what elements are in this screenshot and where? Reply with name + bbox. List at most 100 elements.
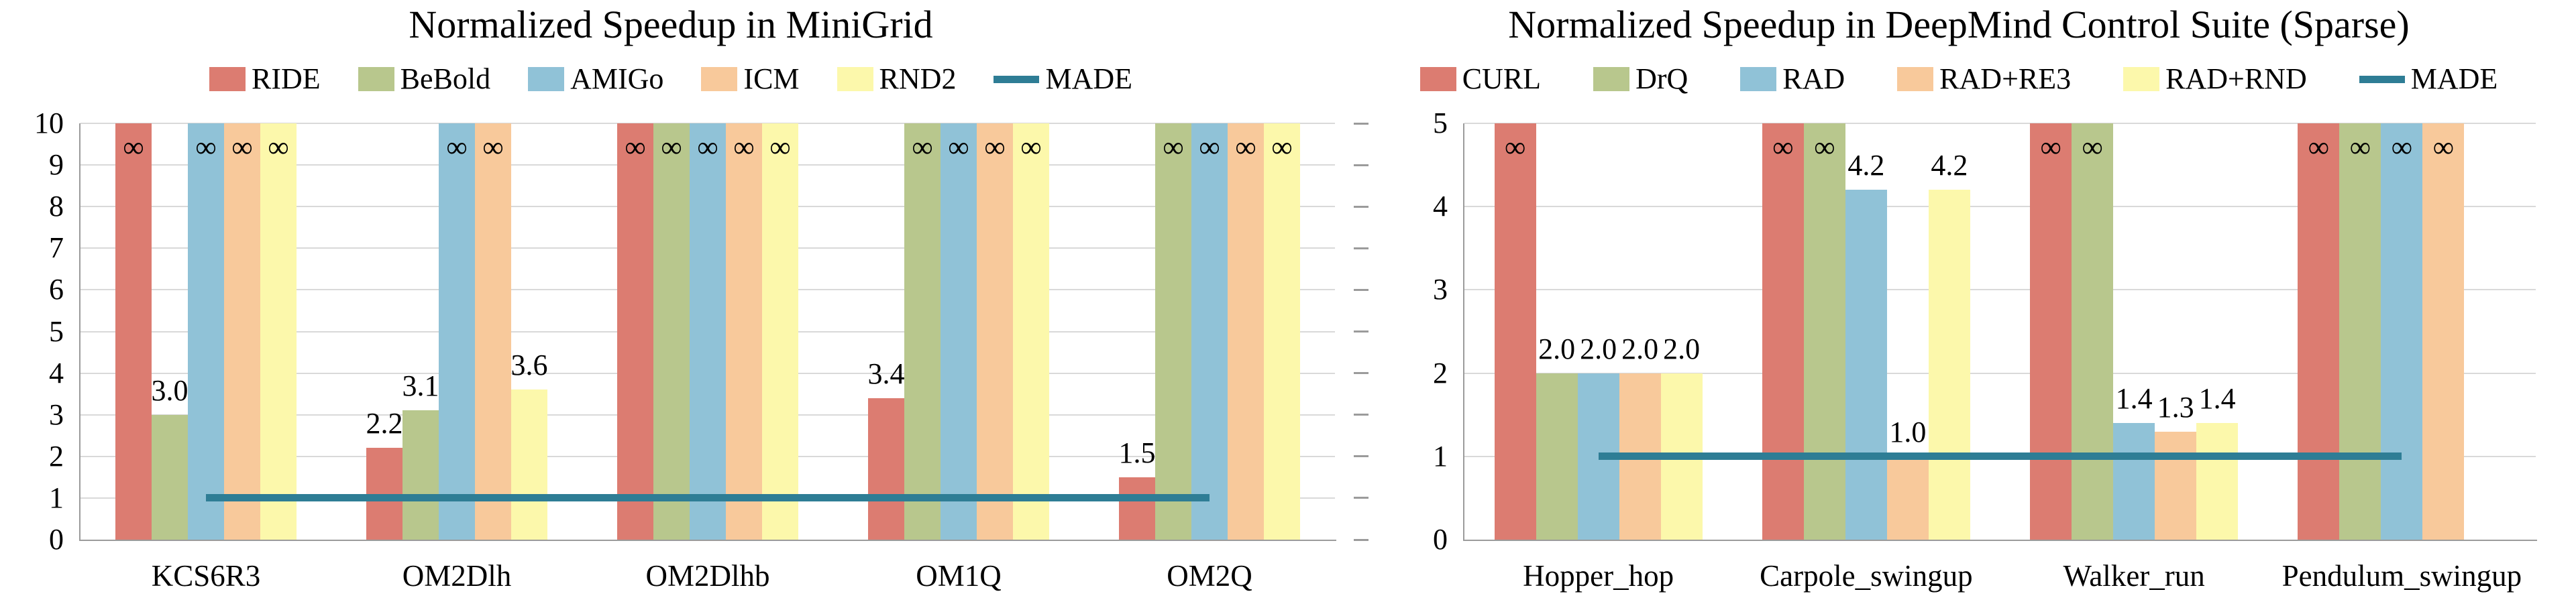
legend-item: MADE [994, 63, 1132, 95]
bar-value-label: 4.2 [1847, 149, 1885, 182]
infinity-label: ∞ [1163, 131, 1184, 164]
legend-color-swatch [528, 67, 565, 91]
legend-label: DrQ [1635, 62, 1688, 95]
legend-label: RAD [1782, 62, 1845, 95]
y-minor-tick [1354, 205, 1368, 208]
bar [1013, 123, 1049, 540]
y-tick-label: 10 [34, 107, 64, 139]
y-minor-tick [1354, 164, 1368, 166]
made-reference-line [1598, 452, 2402, 461]
legend-item: MADE [2359, 63, 2498, 95]
legend-item: RAD+RND [2123, 63, 2307, 95]
x-category-label: OM2Dlhb [645, 559, 770, 593]
legend-line-swatch [2359, 75, 2405, 83]
chart-title: Normalized Speedup in MiniGrid [409, 3, 933, 46]
bar [1155, 123, 1191, 540]
bar [224, 123, 260, 540]
legend-line-swatch [994, 75, 1040, 83]
bar [2298, 123, 2340, 540]
y-tick-label: 7 [49, 231, 64, 265]
y-tick-label: 8 [49, 190, 64, 223]
legend-label: MADE [2410, 62, 2498, 95]
bar [690, 123, 726, 540]
gridline [1464, 289, 2536, 291]
bar [1803, 123, 1845, 540]
bar [366, 448, 402, 540]
legend-color-swatch [358, 67, 394, 91]
bar [2196, 423, 2239, 540]
bar [439, 123, 475, 540]
bar-value-label: 1.0 [1889, 415, 1927, 448]
bar [2030, 123, 2072, 540]
x-axis-line [79, 540, 1336, 541]
legend: RIDE BeBold AMIGo ICM RND2 MADE [0, 63, 1342, 95]
x-category-label: Walker_run [2063, 559, 2205, 593]
bar-value-label: 3.6 [511, 349, 548, 382]
legend-color-swatch [2123, 67, 2160, 91]
plot-area: 0 1 2 3 4 5 6 7 8 9 10 KCS6R3 OM2Dlh OM2Dlhb OM1Q OM2Q ∞… [34, 107, 1336, 593]
bar-value-label: 2.0 [1663, 332, 1701, 365]
bar [1536, 373, 1578, 540]
bar [115, 123, 152, 540]
bar [1494, 123, 1536, 540]
y-tick-label: 2 [1433, 356, 1448, 389]
infinity-label: ∞ [1271, 131, 1293, 164]
y-axis-line [79, 123, 80, 541]
y-tick-label: 6 [49, 273, 64, 306]
y-minor-tick [1354, 497, 1368, 499]
infinity-label: ∞ [697, 131, 718, 164]
infinity-label: ∞ [1235, 131, 1256, 164]
bar-value-label: 1.5 [1118, 436, 1156, 469]
bar-value-label: 4.2 [1931, 149, 1968, 182]
y-tick-label: 3 [49, 398, 64, 431]
bar-value-label: 3.4 [867, 357, 905, 390]
legend-label: MADE [1045, 62, 1133, 95]
bar [152, 414, 188, 540]
infinity-label: ∞ [769, 131, 791, 164]
x-category-label: OM1Q [916, 559, 1002, 593]
infinity-label: ∞ [2082, 131, 2103, 164]
bar [2422, 123, 2465, 540]
legend-label: RAD+RND [2165, 62, 2307, 95]
y-tick-label: 5 [49, 314, 64, 348]
bar [475, 123, 511, 540]
legend-label: ICM [743, 62, 800, 95]
infinity-label: ∞ [231, 131, 253, 164]
bar [1845, 190, 1887, 540]
y-minor-tick [1354, 330, 1368, 333]
legend-label: BeBold [400, 62, 491, 95]
legend-label: RND2 [879, 62, 957, 95]
legend-color-swatch [1419, 67, 1456, 91]
infinity-label: ∞ [123, 131, 144, 164]
made-reference-line [206, 494, 1210, 502]
y-tick-label: 9 [49, 148, 64, 182]
bar-value-label: 2.2 [366, 407, 403, 440]
bar-value-label: 1.3 [2157, 390, 2194, 424]
y-tick-label: 1 [49, 481, 64, 514]
bar [511, 389, 547, 540]
y-minor-tick [1354, 372, 1368, 375]
x-category-label: Pendulum_swingup [2282, 559, 2522, 593]
y-tick-label: 5 [1433, 107, 1448, 139]
bar-value-label: 2.0 [1538, 332, 1576, 365]
bar [2339, 123, 2381, 540]
bar [1228, 123, 1264, 540]
infinity-label: ∞ [2308, 131, 2330, 164]
legend-color-swatch [1740, 67, 1777, 91]
gridline [1464, 123, 2536, 124]
bar-value-label: 3.0 [151, 373, 189, 407]
y-tick-label: 0 [1433, 523, 1448, 556]
bar [1928, 190, 1970, 540]
bar [1119, 477, 1155, 540]
infinity-label: ∞ [948, 131, 969, 164]
infinity-label: ∞ [661, 131, 682, 164]
y-minor-tick [1354, 414, 1368, 416]
legend-color-swatch [837, 67, 873, 91]
y-tick-label: 4 [1433, 190, 1448, 223]
legend-item: BeBold [358, 63, 490, 95]
y-minor-tick [1354, 455, 1368, 458]
x-axis-line [1463, 540, 2537, 541]
bar [1264, 123, 1300, 540]
legend-color-swatch [1593, 67, 1630, 91]
